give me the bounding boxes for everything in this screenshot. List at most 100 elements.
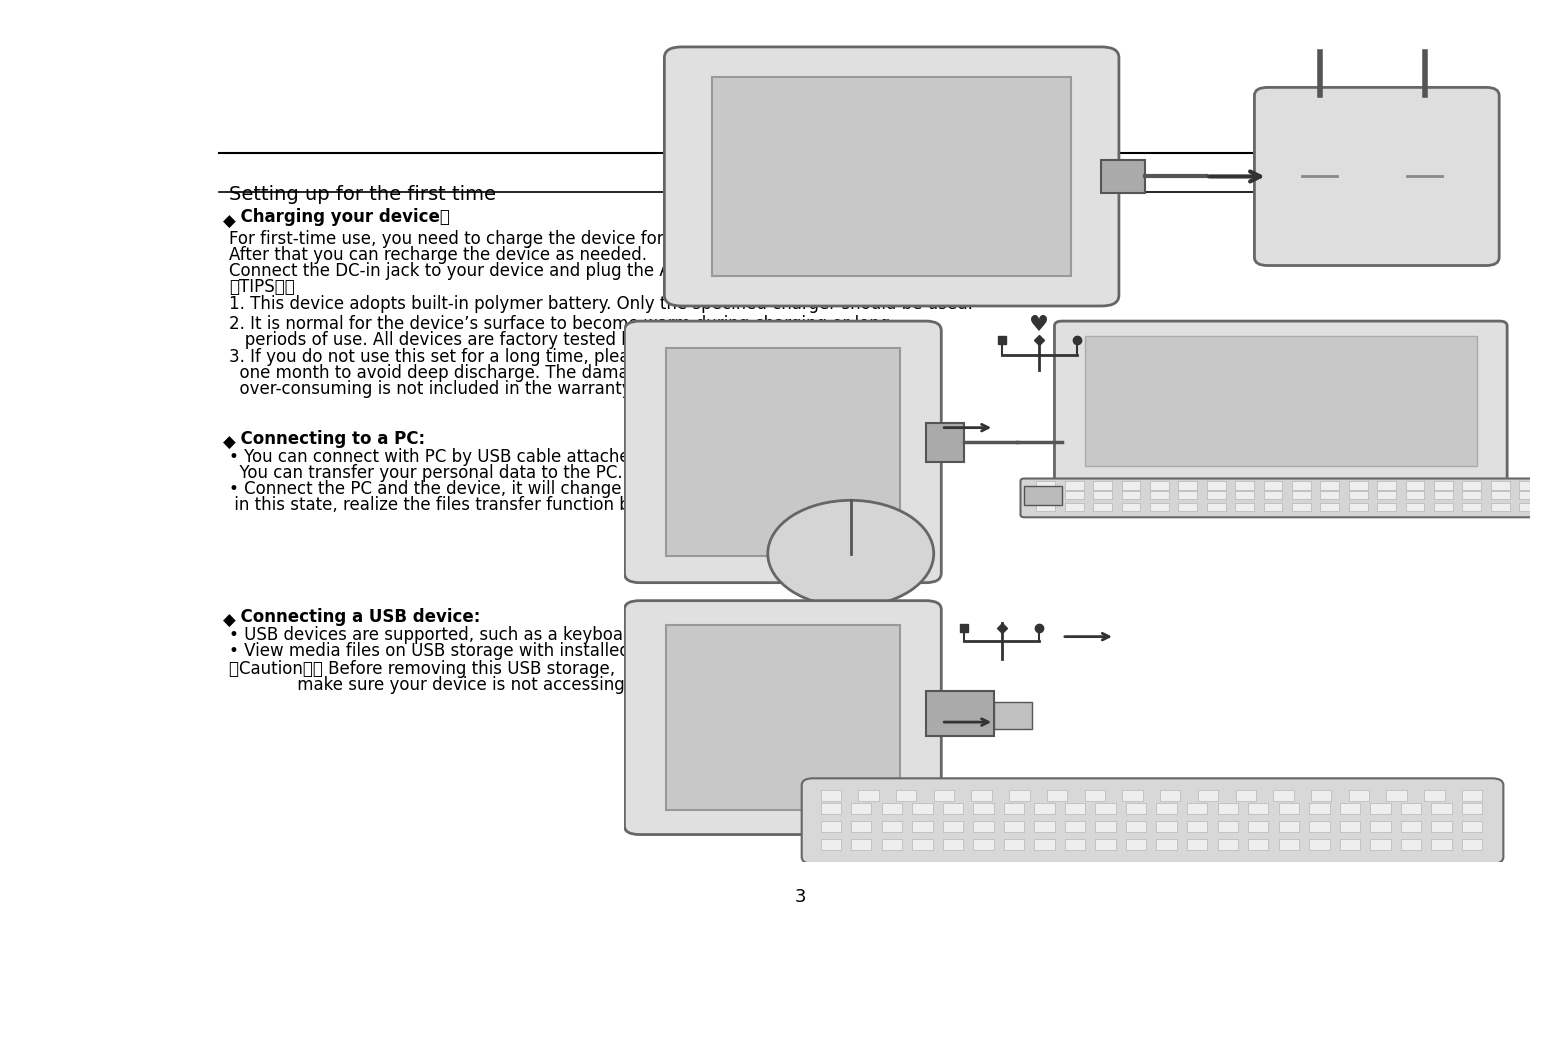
Text: one month to avoid deep discharge. The damage caused by battery: one month to avoid deep discharge. The d…	[229, 364, 805, 382]
FancyBboxPatch shape	[802, 778, 1503, 864]
Bar	[1179, 491, 1197, 499]
Bar	[1371, 839, 1391, 850]
Bar	[1121, 481, 1141, 490]
Bar	[1157, 821, 1177, 832]
Bar	[1386, 790, 1406, 801]
Bar	[1491, 491, 1509, 499]
Bar	[1065, 821, 1085, 832]
Bar	[973, 821, 994, 832]
Bar	[1004, 839, 1024, 850]
Text: 1. This device adopts built-in polymer battery. Only the specified charger shoul: 1. This device adopts built-in polymer b…	[229, 295, 973, 312]
Bar	[1065, 803, 1085, 814]
Bar	[1037, 502, 1055, 512]
Bar	[1218, 839, 1238, 850]
Text: 【TIPS】：: 【TIPS】：	[229, 278, 295, 296]
Bar	[1065, 481, 1083, 490]
Bar	[1035, 803, 1055, 814]
Bar	[1519, 481, 1538, 490]
Bar	[1207, 491, 1225, 499]
Bar	[896, 790, 916, 801]
Bar	[712, 77, 1071, 276]
Bar	[994, 702, 1032, 729]
Bar	[1405, 502, 1425, 512]
Bar	[1150, 502, 1169, 512]
Bar	[1065, 491, 1083, 499]
Bar	[1186, 839, 1207, 850]
Bar	[1263, 481, 1283, 490]
Bar	[971, 790, 991, 801]
Bar	[1093, 502, 1111, 512]
Text: 3: 3	[795, 889, 805, 906]
Bar	[1461, 821, 1483, 832]
Bar	[1085, 790, 1105, 801]
Bar	[882, 839, 902, 850]
Text: You can transfer your personal data to the PC.: You can transfer your personal data to t…	[229, 464, 623, 483]
Bar	[1349, 481, 1367, 490]
Circle shape	[768, 500, 933, 607]
Bar	[926, 690, 994, 736]
Bar	[1235, 502, 1253, 512]
Bar	[1004, 821, 1024, 832]
Text: over-consuming is not included in the warranty.: over-consuming is not included in the wa…	[229, 380, 634, 399]
Bar	[1339, 821, 1360, 832]
FancyBboxPatch shape	[1055, 321, 1508, 486]
Bar	[851, 839, 871, 850]
Bar	[1349, 502, 1367, 512]
Text: Charging your device：: Charging your device：	[229, 209, 450, 226]
Text: • Connect the PC and the device, it will change to the USB mode,: • Connect the PC and the device, it will…	[229, 481, 773, 498]
Bar	[1435, 502, 1453, 512]
Bar	[821, 790, 841, 801]
Bar	[1207, 481, 1225, 490]
Bar	[1339, 803, 1360, 814]
Bar	[1035, 821, 1055, 832]
Bar	[1424, 790, 1444, 801]
Bar	[1311, 790, 1332, 801]
Bar	[1186, 803, 1207, 814]
Bar	[912, 803, 932, 814]
Text: ♥: ♥	[1029, 315, 1049, 335]
Bar	[1157, 839, 1177, 850]
Text: User Manual: User Manual	[1275, 144, 1371, 160]
Bar	[1491, 481, 1509, 490]
Bar	[943, 803, 963, 814]
Bar	[859, 790, 879, 801]
Bar	[851, 803, 871, 814]
Bar	[1122, 790, 1143, 801]
Bar	[933, 790, 954, 801]
Bar	[1065, 839, 1085, 850]
Bar	[1321, 491, 1339, 499]
Bar	[1004, 803, 1024, 814]
Text: 3. If you do not use this set for a long time, please charge/release it once: 3. If you do not use this set for a long…	[229, 349, 838, 366]
Text: Connect the DC-in jack to your device and plug the AC adapter into any AC outlet: Connect the DC-in jack to your device an…	[229, 262, 912, 280]
Bar	[1093, 491, 1111, 499]
Bar	[821, 803, 841, 814]
Bar	[926, 422, 963, 462]
Bar	[1310, 839, 1330, 850]
Bar	[1207, 502, 1225, 512]
Text: ◆: ◆	[223, 434, 236, 452]
FancyBboxPatch shape	[1021, 479, 1556, 517]
Bar	[1293, 491, 1311, 499]
Text: ◆: ◆	[223, 213, 236, 230]
Text: in this state, realize the files transfer function between the PC and the device: in this state, realize the files transfe…	[229, 496, 885, 514]
Bar	[1096, 821, 1116, 832]
Bar	[1293, 481, 1311, 490]
Bar	[1435, 491, 1453, 499]
Text: Connecting to a PC:: Connecting to a PC:	[229, 430, 425, 447]
FancyBboxPatch shape	[624, 601, 941, 835]
Bar	[1160, 790, 1180, 801]
Bar	[1377, 502, 1396, 512]
Bar	[1349, 491, 1367, 499]
Bar	[1310, 821, 1330, 832]
Bar	[1431, 803, 1452, 814]
Bar	[1263, 502, 1283, 512]
Bar	[1278, 821, 1299, 832]
Bar	[1236, 790, 1257, 801]
Bar	[1310, 803, 1330, 814]
Bar	[973, 803, 994, 814]
Text: periods of use. All devices are factory tested before release.: periods of use. All devices are factory …	[229, 331, 746, 349]
Bar	[1293, 502, 1311, 512]
Bar	[1461, 790, 1483, 801]
Bar	[943, 839, 963, 850]
Bar	[973, 839, 994, 850]
